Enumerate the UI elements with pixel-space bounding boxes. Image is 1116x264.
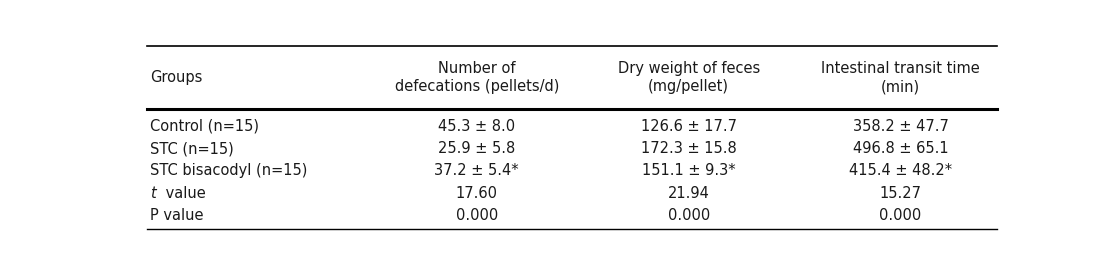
- Text: Groups: Groups: [150, 70, 202, 85]
- Text: 25.9 ± 5.8: 25.9 ± 5.8: [439, 141, 516, 156]
- Text: Control (n=15): Control (n=15): [150, 119, 259, 134]
- Text: 151.1 ± 9.3*: 151.1 ± 9.3*: [642, 163, 735, 178]
- Text: 358.2 ± 47.7: 358.2 ± 47.7: [853, 119, 949, 134]
- Text: 0.000: 0.000: [879, 208, 922, 223]
- Text: 37.2 ± 5.4*: 37.2 ± 5.4*: [434, 163, 519, 178]
- Text: 0.000: 0.000: [455, 208, 498, 223]
- Text: Number of
defecations (pellets/d): Number of defecations (pellets/d): [395, 61, 559, 94]
- Text: 172.3 ± 15.8: 172.3 ± 15.8: [641, 141, 737, 156]
- Text: t: t: [150, 186, 155, 201]
- Text: 0.000: 0.000: [667, 208, 710, 223]
- Text: value: value: [161, 186, 205, 201]
- Text: 45.3 ± 8.0: 45.3 ± 8.0: [439, 119, 516, 134]
- Text: 126.6 ± 17.7: 126.6 ± 17.7: [641, 119, 737, 134]
- Text: Intestinal transit time
(min): Intestinal transit time (min): [821, 61, 980, 94]
- Text: Dry weight of feces
(mg/pellet): Dry weight of feces (mg/pellet): [617, 61, 760, 94]
- Text: 17.60: 17.60: [455, 186, 498, 201]
- Text: 15.27: 15.27: [879, 186, 922, 201]
- Text: 496.8 ± 65.1: 496.8 ± 65.1: [853, 141, 949, 156]
- Text: STC bisacodyl (n=15): STC bisacodyl (n=15): [150, 163, 307, 178]
- Text: 415.4 ± 48.2*: 415.4 ± 48.2*: [849, 163, 952, 178]
- Text: STC (n=15): STC (n=15): [150, 141, 233, 156]
- Text: 21.94: 21.94: [667, 186, 710, 201]
- Text: P value: P value: [150, 208, 203, 223]
